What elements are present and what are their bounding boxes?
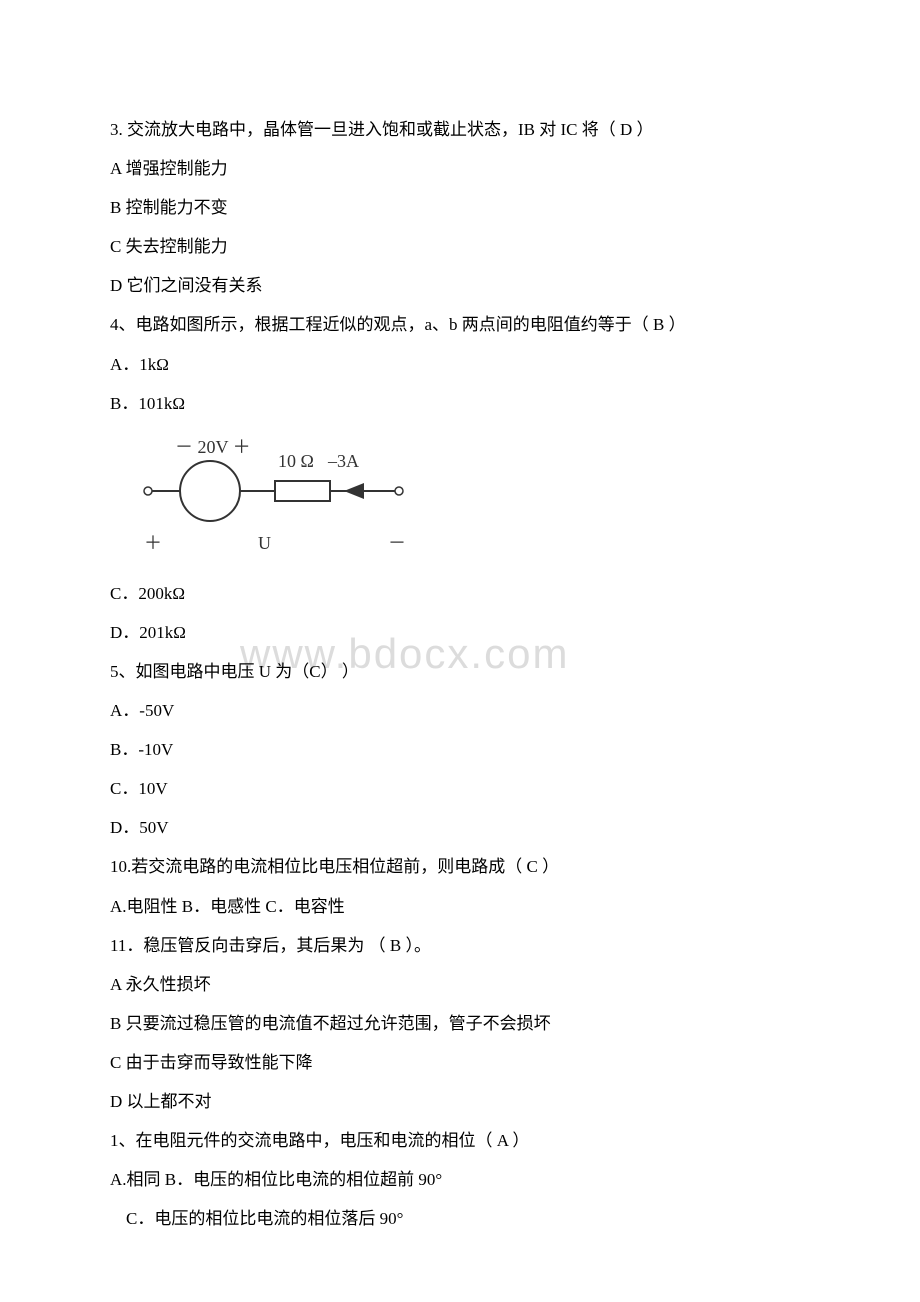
q5-text: 5、如图电路中电压 U 为（C） ） [110, 652, 810, 691]
document-content: 3. 交流放大电路中，晶体管一旦进入饱和或截止状态，IB 对 IC 将（ D ）… [110, 110, 810, 1238]
resistor [275, 481, 330, 501]
u-label: U [258, 533, 271, 553]
current-label: –3A [327, 451, 359, 471]
q5-option-d: D．50V [110, 808, 810, 847]
circuit-svg: － 20V ＋ 10 Ω –3A ＋ U － [130, 431, 420, 561]
q4-option-a: A．1kΩ [110, 345, 810, 384]
q11-text: 11．稳压管反向击穿后，其后果为 （ B ）。 [110, 926, 810, 965]
q11-option-c: C 由于击穿而导致性能下降 [110, 1043, 810, 1082]
q5-option-b: B．-10V [110, 730, 810, 769]
q5-option-c: C．10V [110, 769, 810, 808]
q3-text: 3. 交流放大电路中，晶体管一旦进入饱和或截止状态，IB 对 IC 将（ D ） [110, 110, 810, 149]
q10-options: A.电阻性 B．电感性 C．电容性 [110, 887, 810, 926]
plus-label: ＋ [144, 533, 162, 553]
q10-text: 10.若交流电路的电流相位比电压相位超前，则电路成（ C ） [110, 847, 810, 886]
right-terminal [395, 487, 403, 495]
q4-text: 4、电路如图所示，根据工程近似的观点，a、b 两点间的电阻值约等于（ B ） [110, 305, 810, 344]
resistor-label: 10 Ω [278, 451, 314, 471]
q11-option-b: B 只要流过稳压管的电流值不超过允许范围，管子不会损坏 [110, 1004, 810, 1043]
q11-option-a: A 永久性损坏 [110, 965, 810, 1004]
q3-option-b: B 控制能力不变 [110, 188, 810, 227]
q4-option-d: D．201kΩ [110, 613, 810, 652]
q4-option-c: C．200kΩ [110, 574, 810, 613]
q4-option-b: B．101kΩ [110, 384, 810, 423]
left-terminal [144, 487, 152, 495]
q1-option-c: C．电压的相位比电流的相位落后 90° [110, 1199, 810, 1238]
voltage-label: － 20V ＋ [175, 437, 251, 457]
voltage-source [180, 461, 240, 521]
current-arrow [344, 483, 364, 499]
q3-option-c: C 失去控制能力 [110, 227, 810, 266]
q3-option-a: A 增强控制能力 [110, 149, 810, 188]
q11-option-d: D 以上都不对 [110, 1082, 810, 1121]
minus-label: － [388, 533, 406, 553]
q1-text: 1、在电阻元件的交流电路中，电压和电流的相位（ A ） [110, 1121, 810, 1160]
q1-option-ab: A.相同 B．电压的相位比电流的相位超前 90° [110, 1160, 810, 1199]
circuit-diagram: － 20V ＋ 10 Ω –3A ＋ U － [130, 431, 810, 566]
q5-option-a: A．-50V [110, 691, 810, 730]
q3-option-d: D 它们之间没有关系 [110, 266, 810, 305]
